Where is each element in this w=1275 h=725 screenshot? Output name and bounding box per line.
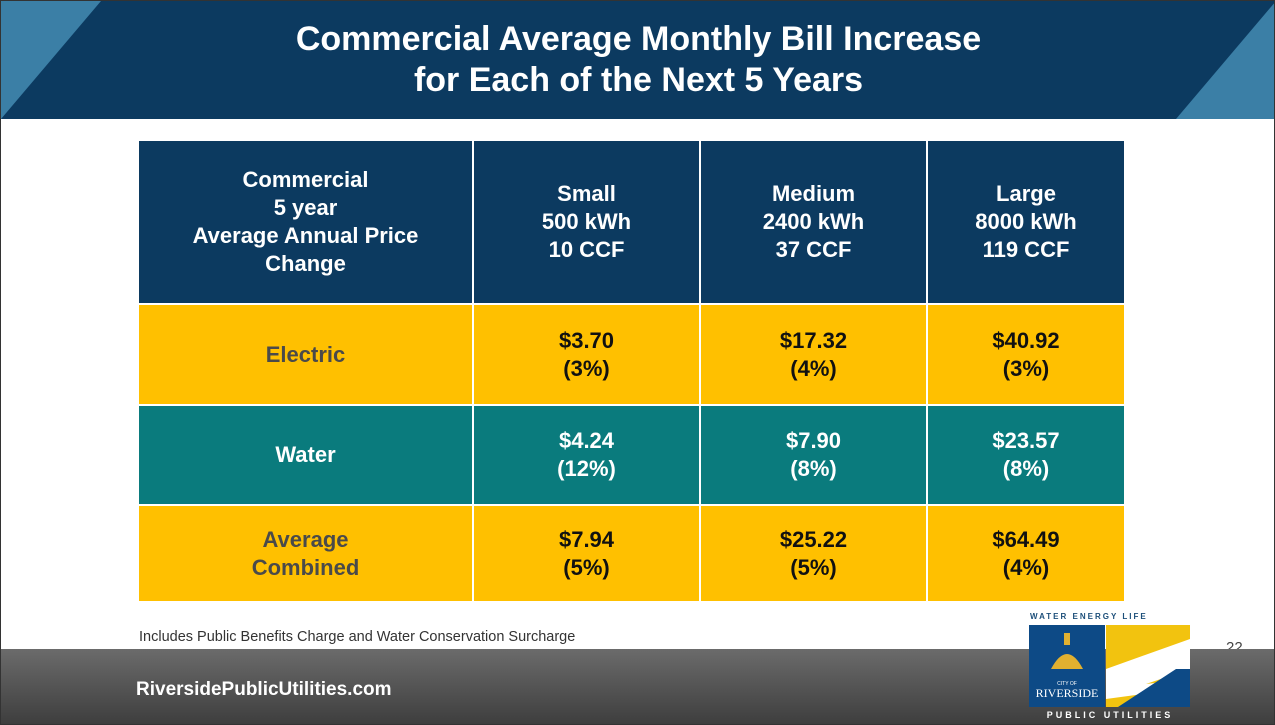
value-line: $64.49 [992,526,1060,552]
logo-tagline: WATER ENERGY LIFE [1030,612,1148,621]
value-cell: $25.22 (5%) [699,504,926,601]
header-line: Commercial [242,167,369,192]
value-cell: $64.49 (4%) [926,504,1124,601]
footnote: Includes Public Benefits Charge and Wate… [139,629,576,645]
header-cell: Commercial 5 year Average Annual Price Chan… [139,141,472,303]
value-line: (5%) [563,554,610,580]
row-label: Water [139,404,472,504]
header-line: 8000 kWh [975,209,1077,234]
header-band [1,1,1274,119]
header-decoration [1,1,1274,119]
header-line: Large [996,181,1056,206]
header-cell: Small 500 kWh 10 CCF [472,141,699,303]
logo: WATER ENERGY LIFE CITY OF RIVERSIDE PUBL… [1029,612,1190,720]
value-line: $4.24 [558,428,615,453]
row-label-line: Water [275,442,336,467]
value-cell: $7.94 (5%) [472,504,699,601]
slide-title: Commercial Average Monthly Bill Increase… [1,19,1274,101]
row-label: Electric [139,303,472,404]
value-line: (3%) [1002,355,1050,381]
logo-city: CITY OF [1057,681,1077,687]
value-line: (4%) [1002,554,1050,580]
row-label-line: Average [262,526,349,552]
website: RiversidePublicUtilities.com [136,679,392,700]
value-cell: $40.92 (3%) [926,303,1124,404]
header-line: Average Annual Price [192,223,419,248]
logo-name: RIVERSIDE [1036,686,1099,700]
row-label-line: Electric [265,341,346,367]
value-cell: $3.70 (3%) [472,303,699,404]
row-label-line: Combined [251,554,360,580]
header-line: 2400 kWh [762,209,865,234]
header-line: Change [265,251,346,276]
value-line: $7.94 [558,526,615,552]
value-line: (5%) [790,554,837,580]
value-line: $40.92 [992,327,1060,353]
value-cell: $7.90 (8%) [699,404,926,504]
value-line: $7.90 [785,428,842,453]
header-line: 500 kWh [541,209,632,234]
header-line: 119 CCF [982,237,1070,262]
header-line: 10 CCF [548,237,625,262]
value-cell: $17.32 (4%) [699,303,926,404]
header-line: 37 CCF [775,237,852,262]
value-line: $23.57 [992,428,1060,453]
value-line: $17.32 [779,327,848,353]
value-line: (4%) [790,355,837,381]
header-line: Medium [771,181,856,206]
header-cell: Large 8000 kWh 119 CCF [926,141,1124,303]
value-line: (8%) [1002,456,1050,481]
logo-sub: PUBLIC UTILITIES [1047,710,1174,720]
value-line: (3%) [563,355,610,381]
header-line: 5 year [273,195,338,220]
value-cell: $4.24 (12%) [472,404,699,504]
value-line: (12%) [557,456,616,481]
value-line: $25.22 [779,526,848,552]
title-line: for Each of the Next 5 Years [413,61,864,99]
header-line: Small [557,181,616,206]
value-cell: $23.57 (8%) [926,404,1124,504]
value-line: $3.70 [558,327,615,353]
header-cell: Medium 2400 kWh 37 CCF [699,141,926,303]
title-line: Commercial Average Monthly Bill Increase [295,20,982,58]
row-label: Average Combined [139,504,472,601]
value-line: (8%) [790,456,837,481]
